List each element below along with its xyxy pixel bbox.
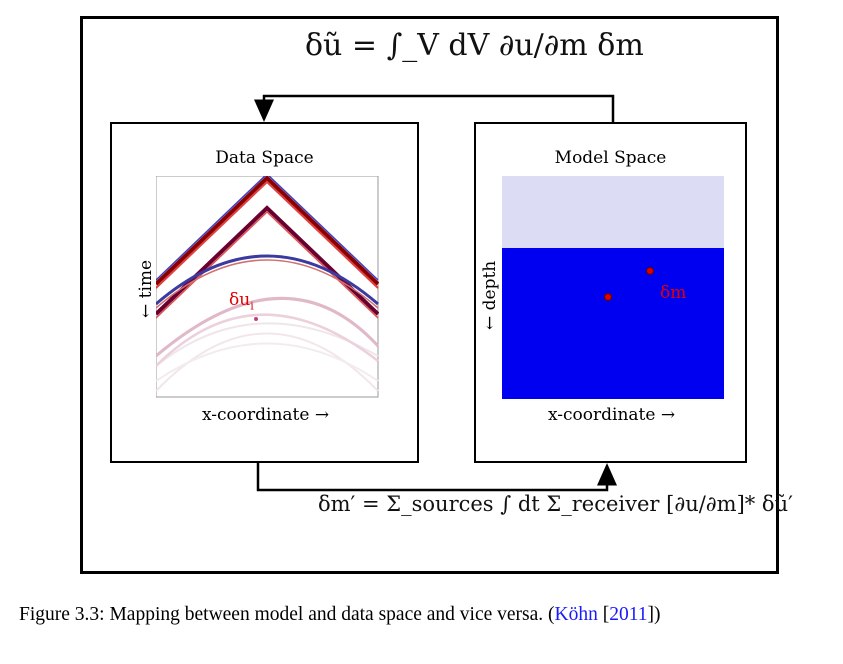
figure-frame: [80, 16, 779, 574]
adjoint-equation: δm′ = Σ_sources ∫ dt Σ_receiver [∂u/∂m]*…: [318, 492, 793, 516]
data-space-xlabel: x-coordinate →: [202, 405, 330, 425]
model-layer-top: [502, 176, 724, 248]
arrow-model-to-data: [254, 94, 615, 122]
model-layer-bottom: [502, 248, 724, 399]
caption-text: Figure 3.3: Mapping between model and da…: [19, 604, 555, 625]
delta-u-label: δu: [229, 290, 251, 310]
delta-m-annotation: δm: [660, 283, 687, 303]
scatterer-point-2: [646, 267, 654, 275]
model-space-title: Model Space: [554, 148, 667, 168]
model-space-xlabel: x-coordinate →: [548, 405, 676, 425]
reflection-hyperbola: [156, 254, 379, 306]
forward-equation: δũ = ∫_V dV ∂u/∂m δm: [305, 28, 644, 63]
scatter-hyperbola: [156, 296, 379, 358]
citation-close: ]): [647, 604, 661, 625]
data-space-title: Data Space: [215, 148, 314, 168]
adjoint-equation-text: δm′ = Σ_sources ∫ dt Σ_receiver [∂u/∂m]*…: [318, 492, 793, 516]
direct-wave: [156, 176, 379, 286]
data-space-ylabel: ← time: [136, 259, 156, 318]
data-space-plot: [156, 176, 379, 398]
model-space-ylabel: ← depth: [480, 260, 500, 330]
model-space-plot: [502, 176, 724, 399]
delta-u-subscript: i: [250, 299, 254, 313]
citation-open: [: [597, 604, 610, 625]
figure-caption: Figure 3.3: Mapping between model and da…: [19, 604, 661, 626]
forward-equation-text: δũ = ∫_V dV ∂u/∂m δm: [305, 28, 644, 63]
delta-u-annotation: δui: [229, 290, 254, 312]
arrow-data-to-model: [256, 463, 617, 492]
citation-year-link[interactable]: 2011: [609, 604, 648, 625]
citation-author-link[interactable]: Köhn: [554, 604, 598, 625]
scatterer-point-1: [604, 293, 612, 301]
